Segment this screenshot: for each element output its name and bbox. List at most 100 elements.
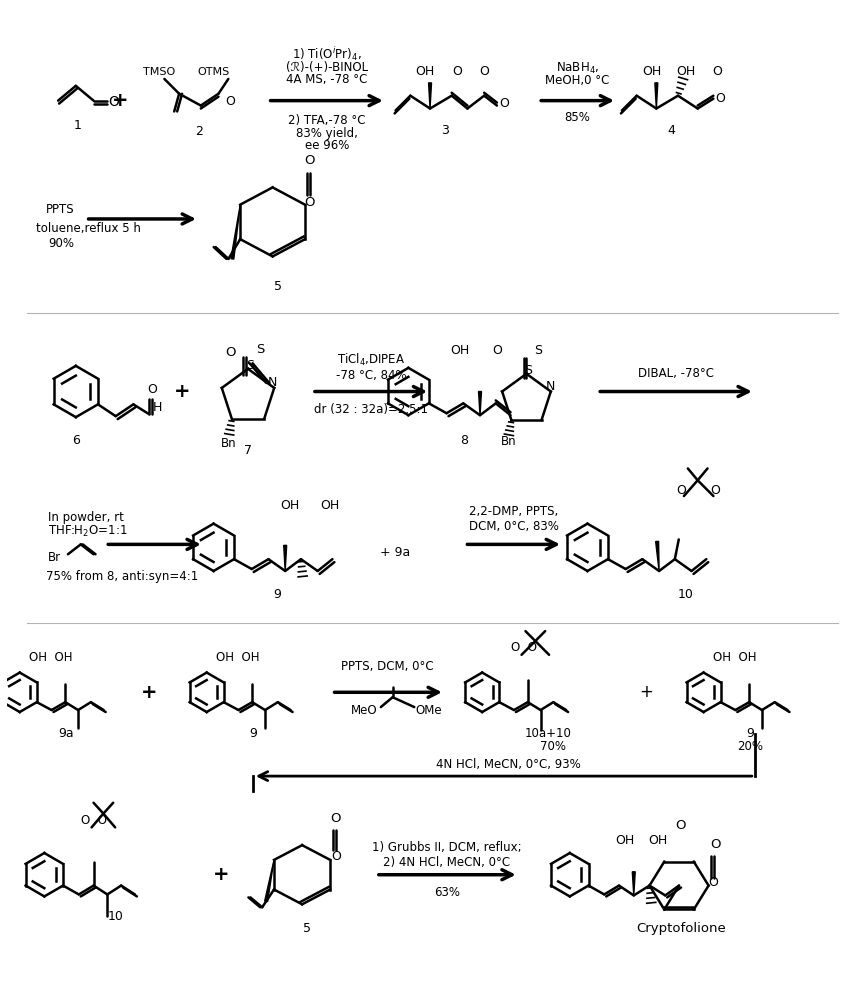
- Text: +: +: [141, 683, 158, 702]
- Text: N: N: [267, 376, 277, 389]
- Text: OH: OH: [615, 834, 635, 847]
- Text: ee 96%: ee 96%: [304, 139, 349, 152]
- Text: DIBAL, -78°C: DIBAL, -78°C: [638, 367, 714, 380]
- Text: O: O: [676, 819, 686, 832]
- Text: PPTS: PPTS: [47, 203, 75, 216]
- Text: OMe: OMe: [415, 704, 442, 717]
- Text: OH: OH: [642, 65, 661, 78]
- Text: 2) TFA,-78 °C: 2) TFA,-78 °C: [288, 114, 366, 127]
- Text: MeO: MeO: [351, 704, 378, 717]
- Text: 70%: 70%: [540, 740, 566, 753]
- Text: O: O: [331, 850, 341, 863]
- Polygon shape: [656, 541, 659, 571]
- Text: 4: 4: [667, 124, 675, 137]
- Text: S: S: [256, 343, 264, 356]
- Polygon shape: [284, 545, 286, 571]
- Text: 7: 7: [244, 444, 252, 457]
- Text: OTMS: OTMS: [197, 67, 230, 77]
- Text: +: +: [639, 683, 653, 701]
- Text: +: +: [213, 865, 230, 884]
- Text: O: O: [108, 95, 119, 109]
- Text: OH  OH: OH OH: [714, 651, 757, 664]
- Text: O: O: [710, 838, 721, 851]
- Text: O: O: [713, 65, 722, 78]
- Text: 9a: 9a: [58, 727, 74, 740]
- Text: N: N: [546, 380, 555, 393]
- Text: O  O: O O: [510, 641, 536, 654]
- Text: 2) 4N HCl, MeCN, 0°C: 2) 4N HCl, MeCN, 0°C: [383, 856, 510, 869]
- Text: toluene,reflux 5 h: toluene,reflux 5 h: [36, 222, 141, 235]
- Polygon shape: [231, 205, 240, 259]
- Text: 90%: 90%: [48, 237, 74, 250]
- Text: O: O: [708, 876, 719, 889]
- Text: O: O: [226, 95, 235, 108]
- Text: O: O: [225, 346, 235, 359]
- Text: O  O: O O: [80, 814, 106, 827]
- Text: OH: OH: [450, 344, 469, 357]
- Text: 6: 6: [72, 434, 80, 447]
- Text: 5: 5: [303, 922, 311, 935]
- Text: 20%: 20%: [737, 740, 763, 753]
- Text: S: S: [535, 344, 542, 357]
- Text: (ℛ)-(+)-BINOL: (ℛ)-(+)-BINOL: [285, 61, 368, 74]
- Text: TiCl$_4$,DIPEA: TiCl$_4$,DIPEA: [336, 352, 405, 368]
- Text: + 9a: + 9a: [381, 546, 411, 559]
- Text: 4N HCl, MeCN, 0°C, 93%: 4N HCl, MeCN, 0°C, 93%: [436, 758, 581, 771]
- Text: O: O: [479, 65, 489, 78]
- Text: PPTS, DCM, 0°C: PPTS, DCM, 0°C: [342, 660, 434, 673]
- Text: 8: 8: [460, 434, 469, 447]
- Text: Bn: Bn: [221, 437, 237, 450]
- Text: Bn: Bn: [501, 435, 516, 448]
- Text: S: S: [524, 364, 533, 377]
- Text: S: S: [246, 359, 254, 372]
- Text: O: O: [676, 484, 686, 497]
- Text: O: O: [304, 154, 315, 167]
- Text: +: +: [112, 91, 128, 110]
- Text: O: O: [304, 196, 315, 209]
- Text: 10: 10: [678, 588, 694, 601]
- Text: 3: 3: [441, 124, 449, 137]
- Text: O: O: [147, 383, 157, 396]
- Text: O: O: [452, 65, 463, 78]
- Text: 10: 10: [107, 910, 123, 923]
- Text: -78 °C, 84%: -78 °C, 84%: [336, 369, 407, 382]
- Text: 1) Grubbs II, DCM, reflux;: 1) Grubbs II, DCM, reflux;: [372, 841, 522, 854]
- Text: OH: OH: [649, 834, 668, 847]
- Text: OH: OH: [281, 499, 300, 512]
- Text: NaBH$_4$,: NaBH$_4$,: [556, 61, 599, 76]
- Text: 5: 5: [273, 280, 281, 293]
- Text: H: H: [152, 401, 162, 414]
- Text: O: O: [499, 97, 509, 110]
- Text: THF:H$_2$O=1:1: THF:H$_2$O=1:1: [48, 524, 128, 539]
- Polygon shape: [478, 392, 482, 415]
- Text: OH: OH: [676, 65, 695, 78]
- Text: OH  OH: OH OH: [216, 651, 260, 664]
- Text: 10a+10: 10a+10: [525, 727, 572, 740]
- Text: 9: 9: [746, 727, 753, 740]
- Text: 4A MS, -78 °C: 4A MS, -78 °C: [286, 73, 368, 86]
- Text: Cryptofolione: Cryptofolione: [636, 922, 726, 935]
- Text: 2: 2: [195, 125, 202, 138]
- Text: OH  OH: OH OH: [29, 651, 73, 664]
- Text: Br: Br: [48, 551, 61, 564]
- Text: 9: 9: [249, 727, 257, 740]
- Text: dr (32 : 32a)=2.5:1: dr (32 : 32a)=2.5:1: [314, 403, 428, 416]
- Text: O: O: [492, 344, 502, 357]
- Text: TMSO: TMSO: [144, 67, 176, 77]
- Polygon shape: [632, 872, 635, 895]
- Text: MeOH,0 °C: MeOH,0 °C: [546, 74, 610, 87]
- Text: O: O: [330, 812, 341, 825]
- Text: 1) Ti(O$^i$Pr)$_4$,: 1) Ti(O$^i$Pr)$_4$,: [292, 45, 362, 63]
- Polygon shape: [655, 83, 657, 109]
- Text: 2,2-DMP, PPTS,: 2,2-DMP, PPTS,: [469, 505, 558, 518]
- Text: 83% yield,: 83% yield,: [296, 127, 357, 140]
- Text: O: O: [710, 484, 721, 497]
- Text: 63%: 63%: [433, 886, 460, 899]
- Text: +: +: [174, 382, 190, 401]
- Text: 9: 9: [273, 588, 281, 601]
- Text: 85%: 85%: [565, 111, 591, 124]
- Text: O: O: [715, 92, 725, 105]
- Polygon shape: [265, 860, 274, 902]
- Text: In powder, rt: In powder, rt: [48, 511, 125, 524]
- Text: OH: OH: [415, 65, 435, 78]
